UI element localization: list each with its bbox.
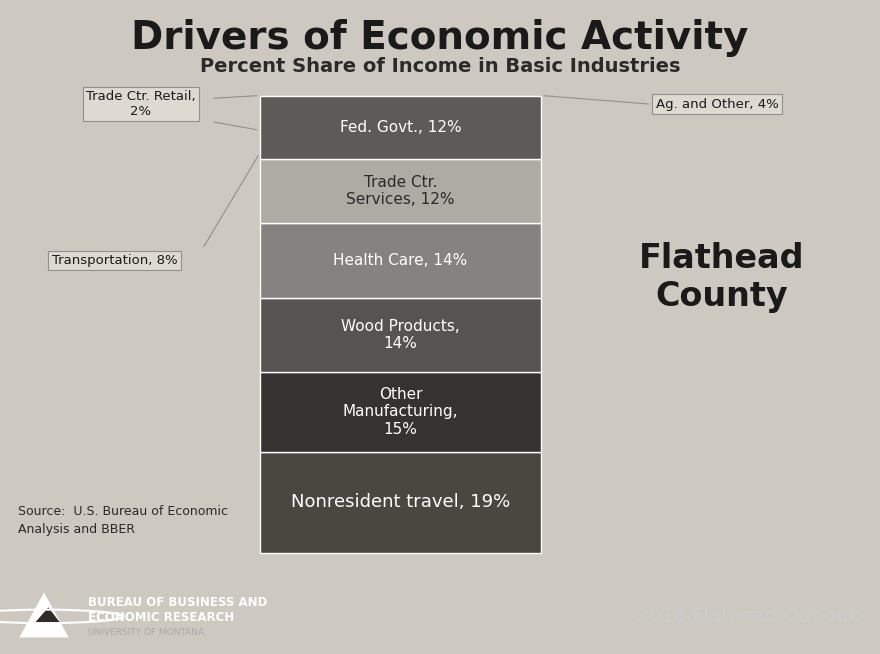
Text: ECONOMIC RESEARCH: ECONOMIC RESEARCH: [88, 611, 234, 625]
Bar: [260, 372, 541, 452]
Text: Other
Manufacturing,
15%: Other Manufacturing, 15%: [342, 387, 458, 437]
Text: Health Care, 14%: Health Care, 14%: [334, 253, 467, 268]
Text: Wood Products,
14%: Wood Products, 14%: [341, 318, 459, 351]
Text: Source:  U.S. Bureau of Economic
Analysis and BBER: Source: U.S. Bureau of Economic Analysis…: [18, 506, 228, 536]
Text: Ag. and Other, 4%: Ag. and Other, 4%: [656, 97, 778, 111]
Text: BUREAU OF BUSINESS AND: BUREAU OF BUSINESS AND: [88, 596, 268, 610]
Text: Nonresident travel, 19%: Nonresident travel, 19%: [290, 493, 510, 511]
Polygon shape: [35, 608, 60, 623]
Text: Trade Ctr. Retail,
2%: Trade Ctr. Retail, 2%: [86, 90, 195, 118]
Text: Flathead
County: Flathead County: [639, 242, 804, 313]
Bar: [260, 452, 541, 553]
Bar: [260, 223, 541, 298]
Text: Trade Ctr.
Services, 12%: Trade Ctr. Services, 12%: [346, 175, 455, 207]
Text: UNIVERSITY OF MONTANA: UNIVERSITY OF MONTANA: [88, 628, 204, 638]
Bar: [260, 160, 541, 223]
Text: Drivers of Economic Activity: Drivers of Economic Activity: [131, 18, 749, 57]
Text: Percent Share of Income in Basic Industries: Percent Share of Income in Basic Industr…: [200, 57, 680, 76]
Text: 2018 Flathead Outlook: 2018 Flathead Outlook: [637, 607, 859, 626]
Polygon shape: [19, 593, 69, 638]
Text: Transportation, 8%: Transportation, 8%: [52, 254, 177, 267]
Text: Fed. Govt., 12%: Fed. Govt., 12%: [340, 120, 461, 135]
Bar: [260, 95, 541, 160]
Bar: [260, 298, 541, 372]
